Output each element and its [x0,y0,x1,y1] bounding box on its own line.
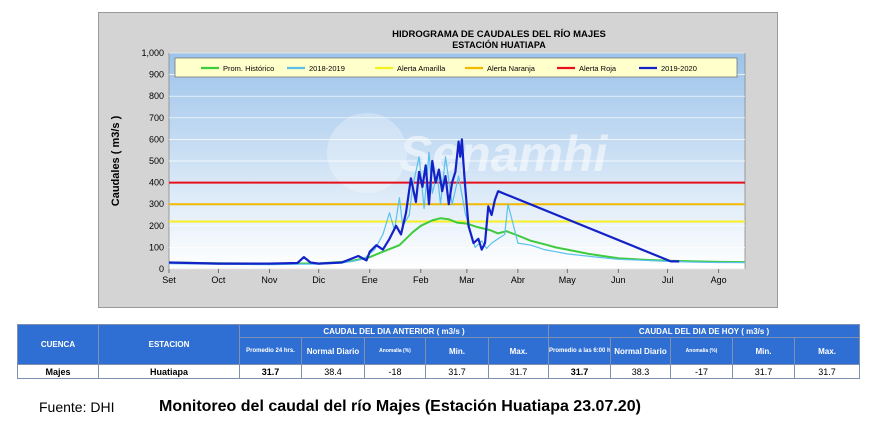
x-tick-label: Mar [459,275,475,285]
table-header-row-1: CUENCA ESTACION CAUDAL DEL DIA ANTERIOR … [17,324,861,365]
legend-label: Prom. Histórico [223,64,274,73]
cell-prev-min: 31.7 [425,364,489,379]
sub-prev-anomaly: Anomalía (%) [364,337,426,365]
x-tick-label: Oct [211,275,226,285]
sub-prev-min: Min. [425,337,489,365]
y-tick-label: 400 [149,178,164,188]
sub-prev-normal: Normal Diario [301,337,365,365]
x-tick-label: Ago [711,275,727,285]
cell-today-normal: 38.3 [610,364,671,379]
header-cuenca: CUENCA [17,324,99,365]
series-line-prom-hist-rico [168,217,746,265]
sub-prev-avg: Promedio 24 hrs. [239,337,302,365]
chart-subtitle: ESTACIÓN HUATIAPA [452,39,546,50]
cell-prev-anomaly: -18 [364,364,426,379]
sub-today-normal: Normal Diario [610,337,671,365]
cell-prev-normal: 38.4 [301,364,365,379]
x-tick-label: Ene [362,275,378,285]
flow-table: CUENCA ESTACION CAUDAL DEL DIA ANTERIOR … [17,324,861,379]
table-header-row-2: Promedio 24 hrs. Normal Diario Anomalía … [18,337,861,365]
sub-today-min: Min. [732,337,795,365]
series-line-2019-2020 [168,138,680,265]
y-tick-label: 300 [149,199,164,209]
header-estacion: ESTACION [98,324,240,365]
legend-box [174,57,738,78]
y-tick-label: 500 [149,156,164,166]
cell-today-avg: 31.7 [548,364,611,379]
legend-label: 2019-2020 [661,64,697,73]
y-axis-ticks: 0 100 200 300 400 500 600 700 800 900 1,000 [141,48,164,274]
footer-caption: Monitoreo del caudal del río Majes (Esta… [159,398,641,415]
x-tick-label: May [559,275,577,285]
y-tick-label: 1,000 [141,48,164,58]
legend-label: Alerta Amarilla [397,64,446,73]
x-tick-label: Nov [261,275,278,285]
footer-source: Fuente: DHI [39,399,115,415]
cell-prev-max: 31.7 [488,364,549,379]
table-row: Majes Huatiapa 31.7 38.4 -18 31.7 31.7 3… [17,364,861,379]
sub-today-anomaly: Anomalía (%) [670,337,733,365]
series-line-2018-2019 [168,151,745,266]
y-tick-label: 200 [149,221,164,231]
cell-estacion: Huatiapa [98,364,240,379]
legend-label: Alerta Roja [579,64,617,73]
x-tick-label: Feb [413,275,429,285]
header-prev-day: CAUDAL DEL DIA ANTERIOR ( m3/s ) [239,324,549,338]
x-tick-label: Jun [611,275,626,285]
y-tick-label: 600 [149,134,164,144]
x-tick-label: Dic [312,275,325,285]
cell-today-min: 31.7 [732,364,795,379]
cell-cuenca: Majes [17,364,99,379]
x-tick-label: Set [162,275,176,285]
x-axis-ticks: Set Oct Nov Dic Ene Feb Mar Abr May Jun Jul Ago [162,269,727,285]
y-tick-label: 700 [149,113,164,123]
chart-title: HIDROGRAMA DE CAUDALES DEL RÍO MAJES [392,29,606,40]
header-today: CAUDAL DEL DIA DE HOY ( m3/s ) [547,324,861,338]
x-tick-label: Jul [662,275,674,285]
legend-label: Alerta Naranja [487,64,536,73]
cell-today-anomaly: -17 [670,364,733,379]
y-tick-label: 900 [149,70,164,80]
legend-label: 2018-2019 [309,64,345,73]
hydrograph-chart: HIDROGRAMA DE CAUDALES DEL RÍO MAJES EST… [98,12,778,308]
cell-prev-avg: 31.7 [239,364,302,379]
sub-today-max: Max. [793,337,861,365]
legend: Prom. Histórico 2018-2019 Alerta Amarilla A… [174,57,738,78]
y-tick-label: 800 [149,91,164,101]
y-axis-label: Caudales ( m3/s ) [110,115,122,206]
y-tick-label: 100 [149,242,164,252]
hydrograph-svg: HIDROGRAMA DE CAUDALES DEL RÍO MAJES EST… [110,29,746,285]
sub-today-avg: Promedio a las 6:00 hrs. [548,337,611,365]
series-lines [168,138,746,266]
x-tick-label: Abr [511,275,525,285]
sub-prev-max: Max. [488,337,549,365]
y-tick-label: 0 [159,264,164,274]
cell-today-max: 31.7 [793,364,861,379]
